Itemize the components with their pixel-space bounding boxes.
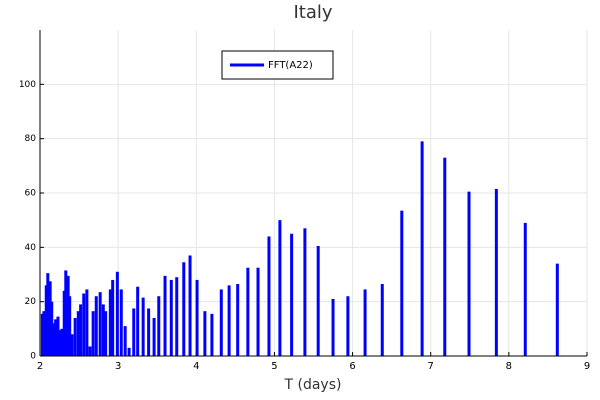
x-tick-label: 9 <box>584 361 590 372</box>
bar <box>54 319 58 356</box>
y-tick-label: 80 <box>25 134 37 144</box>
legend-label: FFT(A22) <box>268 60 313 71</box>
bar <box>523 222 527 356</box>
bar <box>62 290 66 356</box>
bar <box>46 273 50 356</box>
bar <box>136 286 140 356</box>
bar <box>227 285 231 356</box>
bar <box>44 285 48 356</box>
bar <box>127 347 131 356</box>
bar <box>60 328 64 356</box>
x-tick-label: 6 <box>349 361 355 372</box>
bar <box>147 308 151 356</box>
bar <box>420 141 424 356</box>
x-tick-label: 4 <box>193 361 199 372</box>
bar <box>91 311 95 356</box>
bar <box>101 304 105 356</box>
bar <box>363 289 367 356</box>
bar <box>210 313 214 356</box>
y-tick-label: 40 <box>25 243 37 253</box>
bar <box>303 228 307 356</box>
bar <box>290 233 294 356</box>
bar <box>115 271 119 356</box>
bar <box>94 296 98 356</box>
y-tick-label: 0 <box>30 352 36 362</box>
bar <box>278 220 282 356</box>
bar <box>50 301 54 356</box>
bar <box>76 311 80 356</box>
bar <box>188 255 192 356</box>
bar <box>85 289 89 356</box>
y-tick-label: 100 <box>19 80 36 90</box>
y-tick-label: 60 <box>25 189 37 199</box>
x-tick-label: 8 <box>506 361 512 372</box>
bar <box>52 323 56 356</box>
bar <box>246 267 250 356</box>
bar <box>219 289 223 356</box>
y-tick-label: 20 <box>25 297 37 307</box>
bar <box>98 292 102 356</box>
bar <box>256 267 260 356</box>
bar <box>494 188 498 356</box>
x-tick-label: 2 <box>37 361 43 372</box>
bar <box>555 263 559 356</box>
bar <box>331 298 335 356</box>
bar <box>111 279 115 356</box>
bar <box>123 326 127 356</box>
bar <box>467 191 471 356</box>
bar <box>152 317 156 356</box>
bar <box>182 262 186 356</box>
bar <box>236 284 240 356</box>
bar <box>108 289 112 356</box>
bar <box>380 284 384 356</box>
bar <box>82 293 86 356</box>
bar <box>66 275 70 356</box>
bar <box>203 311 207 356</box>
bar <box>316 245 320 356</box>
bar <box>40 313 44 356</box>
x-tick-label: 3 <box>115 361 121 372</box>
bar <box>400 210 404 356</box>
bar <box>267 236 271 356</box>
bar <box>119 289 123 356</box>
bar <box>132 308 136 356</box>
bar <box>56 316 60 356</box>
bar <box>79 304 83 356</box>
bar <box>346 296 350 356</box>
x-tick-label: 5 <box>271 361 277 372</box>
bar <box>64 270 68 356</box>
bar <box>163 275 167 356</box>
bar <box>88 346 92 356</box>
x-tick-label: 7 <box>428 361 434 372</box>
bar <box>73 317 77 356</box>
chart-title: Italy <box>293 2 332 23</box>
bar <box>169 279 173 356</box>
bar <box>42 311 46 356</box>
bar <box>48 281 52 356</box>
bar <box>104 311 108 356</box>
bar <box>58 330 62 356</box>
bar <box>195 279 199 356</box>
bar <box>443 157 447 356</box>
bar <box>141 297 145 356</box>
bar <box>157 296 161 356</box>
x-axis-label: T (days) <box>284 377 342 393</box>
bar <box>175 277 179 356</box>
bar <box>68 296 72 356</box>
bar <box>70 334 74 356</box>
